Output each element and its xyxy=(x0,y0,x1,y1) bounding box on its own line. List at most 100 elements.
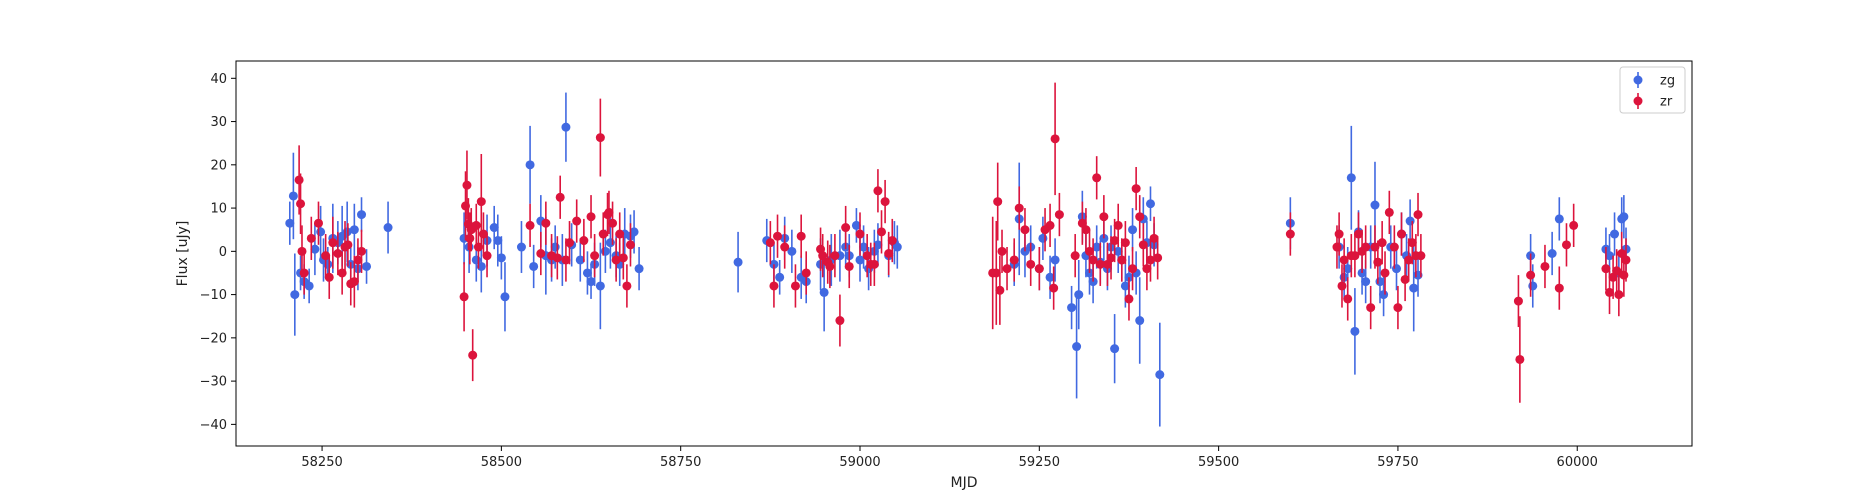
data-point xyxy=(471,220,481,230)
data-point xyxy=(1389,242,1399,252)
data-point xyxy=(618,253,628,263)
data-point xyxy=(1072,342,1082,352)
data-point xyxy=(1343,294,1353,304)
legend-box xyxy=(1619,66,1686,114)
legend-marker xyxy=(1633,75,1643,85)
data-point xyxy=(887,236,897,246)
data-point xyxy=(582,268,592,278)
data-point xyxy=(1138,240,1148,250)
data-point xyxy=(1384,207,1394,217)
x-axis: 58250 58500 58750 59000 59250 59500 59750 60000 xyxy=(301,446,1598,470)
legend-label: zg xyxy=(1660,74,1675,89)
data-point xyxy=(288,191,298,201)
x-tick-label: 59250 xyxy=(1019,455,1060,470)
y-axis: −40 −30 −20 −10 0 10 20 30 40 xyxy=(200,72,236,433)
data-point xyxy=(306,233,316,243)
data-point xyxy=(1350,326,1360,336)
data-point xyxy=(1149,233,1159,243)
data-point xyxy=(1614,290,1624,300)
data-point xyxy=(482,251,492,261)
data-point xyxy=(296,199,306,209)
y-tick-label: 20 xyxy=(210,158,227,173)
y-axis-label: Flux [uJy] xyxy=(175,221,191,287)
data-point xyxy=(1050,255,1060,265)
data-point xyxy=(892,242,902,252)
data-point xyxy=(1153,253,1163,263)
data-point xyxy=(825,261,835,271)
data-point xyxy=(310,244,320,254)
legend-label: zr xyxy=(1660,95,1673,110)
data-point xyxy=(818,251,828,261)
data-point xyxy=(993,197,1003,207)
data-point xyxy=(1131,184,1141,194)
data-point xyxy=(493,236,503,246)
data-point xyxy=(773,231,783,241)
data-point xyxy=(1391,264,1401,274)
data-point xyxy=(604,207,614,217)
data-point xyxy=(579,236,589,246)
data-point xyxy=(1145,255,1155,265)
data-point xyxy=(1088,255,1098,265)
data-point xyxy=(1128,264,1138,274)
data-point xyxy=(991,268,1001,278)
data-point xyxy=(851,220,861,230)
data-point xyxy=(1409,283,1419,293)
data-point xyxy=(1113,246,1123,256)
data-point xyxy=(765,238,775,248)
data-point xyxy=(1085,246,1095,256)
y-tick-label: 30 xyxy=(210,115,227,130)
data-point xyxy=(357,210,367,220)
data-point xyxy=(478,229,488,239)
data-point xyxy=(605,238,615,248)
data-point xyxy=(1339,255,1349,265)
data-point xyxy=(1554,214,1564,224)
data-point xyxy=(1528,281,1538,291)
data-point xyxy=(1285,229,1295,239)
data-point xyxy=(841,223,851,233)
data-point xyxy=(525,160,535,170)
data-point xyxy=(1513,296,1523,306)
data-point xyxy=(625,240,635,250)
data-point xyxy=(844,261,854,271)
data-point xyxy=(1014,203,1024,213)
y-tick-label: 40 xyxy=(210,72,227,87)
data-point xyxy=(1135,316,1145,326)
data-point xyxy=(572,216,582,226)
data-point xyxy=(1120,281,1130,291)
data-point xyxy=(333,249,343,258)
data-point xyxy=(1346,173,1356,183)
data-point xyxy=(1117,255,1127,265)
data-point xyxy=(1416,251,1426,261)
data-point xyxy=(1110,236,1120,246)
data-point xyxy=(830,251,840,261)
data-point xyxy=(1397,229,1407,239)
data-point xyxy=(622,281,632,291)
data-point xyxy=(600,246,610,256)
data-point xyxy=(489,223,499,233)
data-point xyxy=(590,251,600,261)
data-point xyxy=(324,272,334,282)
data-point xyxy=(769,281,779,291)
data-point xyxy=(1515,354,1525,364)
data-point xyxy=(855,255,865,265)
data-point xyxy=(516,242,526,252)
data-point xyxy=(995,285,1005,295)
data-point xyxy=(1605,287,1615,297)
data-point xyxy=(787,246,797,256)
y-tick-label: 10 xyxy=(210,202,227,217)
data-point xyxy=(496,253,506,263)
data-point xyxy=(1050,134,1060,144)
data-point xyxy=(1332,242,1342,252)
data-point xyxy=(595,281,605,291)
legend: zg zr xyxy=(1619,66,1686,114)
data-point xyxy=(1095,259,1105,269)
x-tick-label: 59000 xyxy=(839,455,880,470)
data-point xyxy=(1380,268,1390,278)
data-point xyxy=(313,218,323,228)
data-point xyxy=(541,218,551,228)
data-point xyxy=(1128,225,1138,235)
data-point xyxy=(1400,274,1410,284)
data-point xyxy=(1092,242,1102,252)
data-point xyxy=(796,231,806,241)
data-point xyxy=(1113,220,1123,230)
